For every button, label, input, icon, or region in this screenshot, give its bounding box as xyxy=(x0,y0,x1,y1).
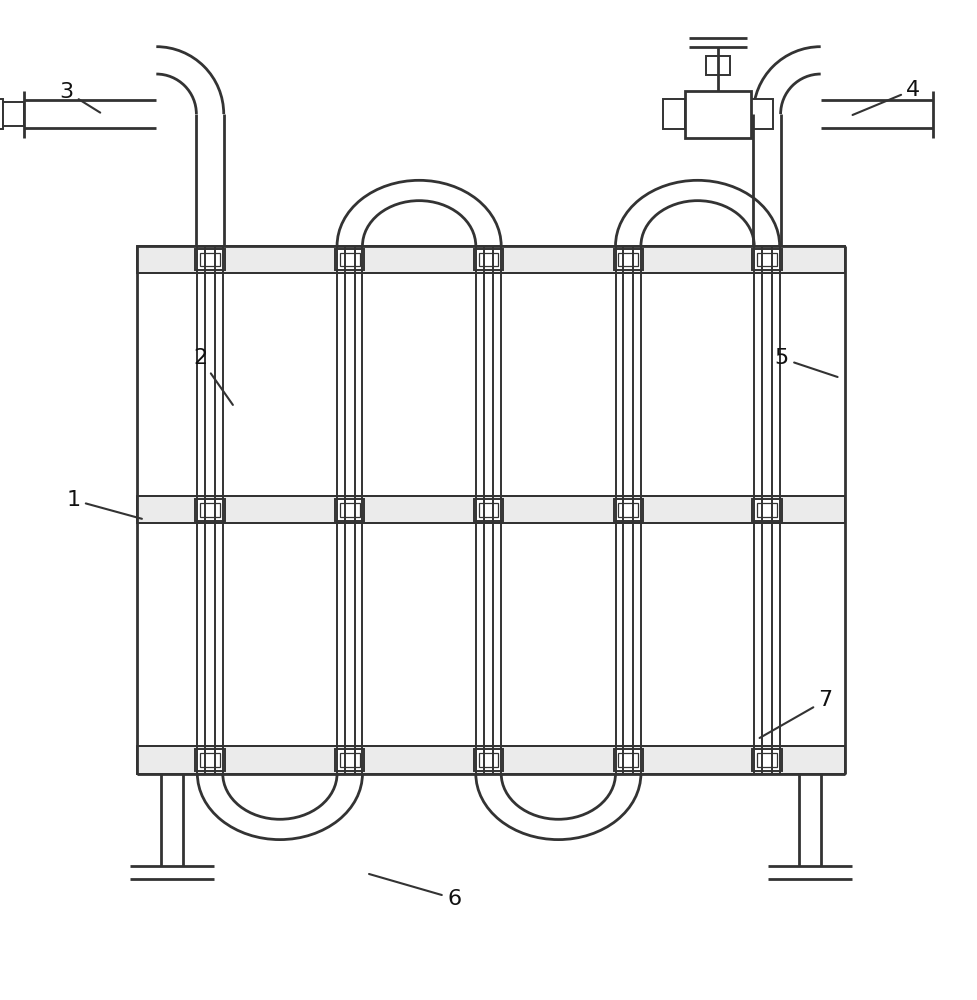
Bar xyxy=(706,56,730,75)
Bar xyxy=(752,499,782,521)
Bar xyxy=(474,249,503,270)
Bar xyxy=(137,496,845,523)
Bar xyxy=(137,746,845,774)
Bar xyxy=(757,503,777,517)
Bar xyxy=(474,499,503,521)
Bar xyxy=(340,253,360,266)
Bar xyxy=(340,503,360,517)
Bar xyxy=(0,99,3,129)
Bar xyxy=(479,503,498,517)
Bar xyxy=(195,749,225,771)
Bar xyxy=(479,253,498,266)
Bar xyxy=(663,99,685,129)
Bar xyxy=(479,753,498,767)
Bar xyxy=(685,91,751,138)
Bar xyxy=(618,503,638,517)
Text: 7: 7 xyxy=(759,690,832,738)
Bar xyxy=(618,253,638,266)
Bar xyxy=(614,249,643,270)
Text: 1: 1 xyxy=(66,490,142,519)
Bar xyxy=(474,749,503,771)
Bar xyxy=(614,749,643,771)
Bar xyxy=(335,499,364,521)
Text: 6: 6 xyxy=(369,874,461,909)
Bar xyxy=(757,753,777,767)
Text: 2: 2 xyxy=(193,348,233,405)
Bar xyxy=(752,749,782,771)
Text: 3: 3 xyxy=(60,82,101,113)
Bar xyxy=(200,503,220,517)
Bar xyxy=(614,499,643,521)
Bar xyxy=(137,246,845,273)
Bar xyxy=(751,99,773,129)
Text: 4: 4 xyxy=(853,80,920,115)
Bar xyxy=(195,249,225,270)
Bar xyxy=(3,102,24,126)
Text: 5: 5 xyxy=(775,348,837,377)
Bar xyxy=(757,253,777,266)
Bar xyxy=(200,253,220,266)
Bar xyxy=(335,249,364,270)
Bar xyxy=(340,753,360,767)
Bar xyxy=(335,749,364,771)
Bar xyxy=(200,753,220,767)
Bar xyxy=(618,753,638,767)
Bar xyxy=(752,249,782,270)
Bar xyxy=(195,499,225,521)
